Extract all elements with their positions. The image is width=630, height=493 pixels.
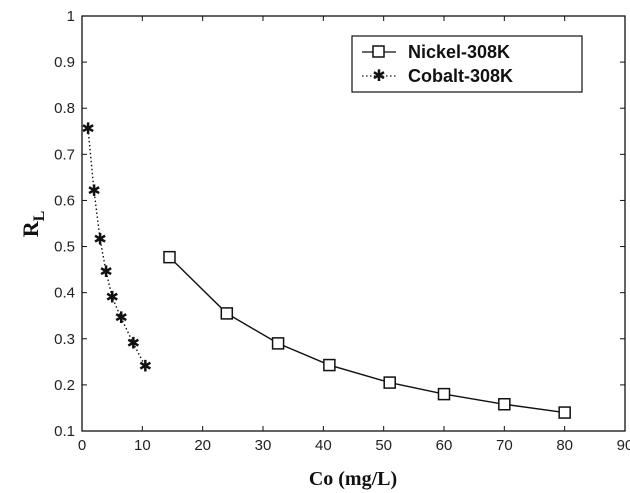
x-tick-label: 30 bbox=[255, 437, 272, 454]
x-tick-label: 90 bbox=[617, 437, 630, 454]
data-point-cobalt: ✱ bbox=[99, 262, 112, 281]
x-tick-label: 0 bbox=[78, 437, 86, 454]
axis-ticks: 0 10 20 30 40 50 60 70 80 90 0.1 0.2 0.3 0.4 0.5 0.6 0.7… bbox=[54, 8, 630, 454]
x-axis-title: Co (mg/L) bbox=[309, 468, 397, 490]
data-point-cobalt: ✱ bbox=[87, 181, 100, 200]
data-point-nickel bbox=[558, 406, 571, 419]
y-tick-label: 0.1 bbox=[54, 423, 75, 440]
data-point-cobalt: ✱ bbox=[105, 287, 118, 306]
x-tick-label: 50 bbox=[375, 437, 392, 454]
data-point-cobalt: ✱ bbox=[93, 230, 106, 249]
legend: Nickel-308K ✱ Cobalt-308K bbox=[351, 35, 583, 93]
x-tick-label: 20 bbox=[194, 437, 211, 454]
legend-box bbox=[351, 35, 583, 93]
legend-marker-nickel bbox=[372, 45, 385, 58]
data-point-nickel bbox=[163, 250, 176, 264]
data-point-nickel bbox=[220, 307, 234, 320]
y-tick-label: 0.8 bbox=[54, 100, 75, 117]
series-nickel bbox=[163, 250, 571, 419]
y-tick-label: 0.6 bbox=[54, 192, 75, 209]
series-line-cobalt bbox=[87, 128, 146, 367]
y-tick-label: 0.2 bbox=[54, 377, 75, 394]
y-tick-label: 0.3 bbox=[54, 331, 75, 348]
series-cobalt: ✱ ✱ ✱ ✱ ✱ ✱ ✱ ✱ bbox=[81, 119, 152, 375]
data-point-cobalt: ✱ bbox=[81, 119, 94, 138]
y-tick-label: 0.7 bbox=[54, 146, 75, 163]
y-axis-title-sub: L bbox=[31, 211, 48, 222]
data-point-nickel bbox=[437, 387, 451, 401]
legend-marker-cobalt: ✱ bbox=[372, 66, 385, 85]
legend-label-cobalt: Cobalt-308K bbox=[408, 66, 513, 86]
data-point-nickel bbox=[323, 358, 336, 372]
data-point-cobalt: ✱ bbox=[115, 308, 128, 327]
y-tick-label: 0.5 bbox=[54, 239, 75, 256]
x-tick-label: 40 bbox=[315, 437, 332, 454]
y-tick-label: 1 bbox=[67, 8, 75, 25]
x-tick-label: 60 bbox=[436, 437, 453, 454]
x-tick-label: 10 bbox=[134, 437, 151, 454]
data-point-nickel bbox=[383, 376, 396, 389]
y-tick-label: 0.9 bbox=[54, 54, 75, 71]
series-layer: ✱ ✱ ✱ ✱ ✱ ✱ ✱ ✱ bbox=[81, 119, 571, 419]
data-point-nickel bbox=[498, 398, 511, 411]
y-tick-label: 0.4 bbox=[54, 285, 75, 302]
data-point-cobalt: ✱ bbox=[127, 333, 140, 352]
legend-label-nickel: Nickel-308K bbox=[408, 42, 510, 62]
data-point-cobalt: ✱ bbox=[139, 356, 152, 375]
x-tick-label: 70 bbox=[496, 437, 513, 454]
y-axis-title: RL bbox=[18, 211, 48, 238]
y-axis-title-main: R bbox=[18, 220, 43, 237]
data-point-nickel bbox=[271, 337, 285, 350]
series-line-nickel bbox=[168, 256, 565, 414]
x-tick-label: 80 bbox=[556, 437, 573, 454]
